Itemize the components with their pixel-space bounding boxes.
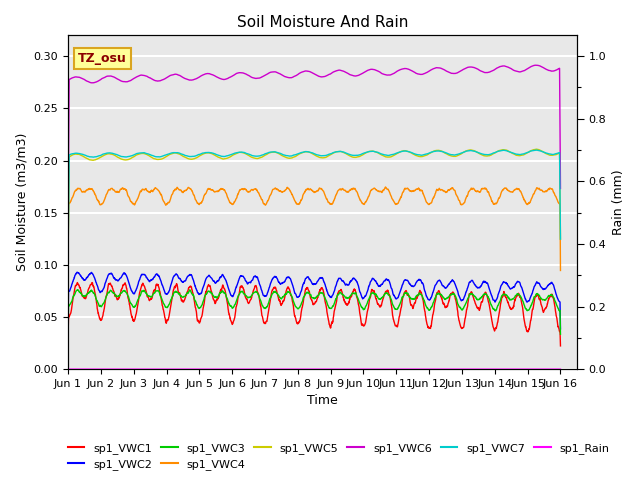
X-axis label: Time: Time <box>307 395 338 408</box>
Title: Soil Moisture And Rain: Soil Moisture And Rain <box>237 15 408 30</box>
Y-axis label: Soil Moisture (m3/m3): Soil Moisture (m3/m3) <box>15 133 28 271</box>
Y-axis label: Rain (mm): Rain (mm) <box>612 169 625 235</box>
Legend: sp1_VWC1, sp1_VWC2, sp1_VWC3, sp1_VWC4, sp1_VWC5, sp1_VWC6, sp1_VWC7, sp1_Rain: sp1_VWC1, sp1_VWC2, sp1_VWC3, sp1_VWC4, … <box>63 438 614 474</box>
Text: TZ_osu: TZ_osu <box>78 52 127 65</box>
